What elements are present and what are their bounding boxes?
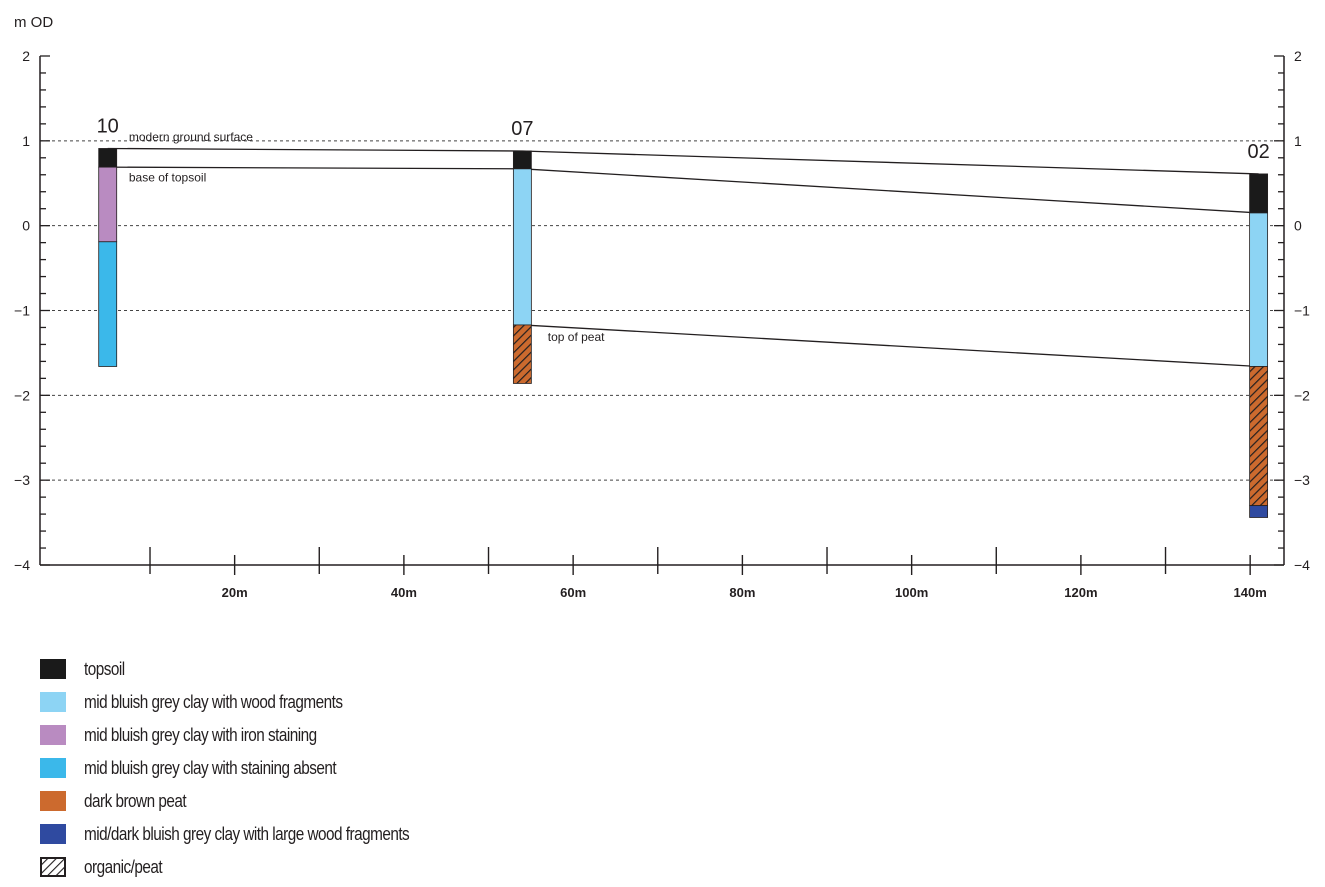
y-tick-label-left: 0 bbox=[22, 218, 30, 234]
clay-iron-swatch bbox=[40, 725, 66, 745]
borehole-layer-peat bbox=[512, 324, 532, 384]
y-tick-label-left: −4 bbox=[14, 557, 30, 573]
legend-item-clay-dark: mid/dark bluish grey clay with large woo… bbox=[40, 823, 467, 845]
legend-label: mid bluish grey clay with iron staining bbox=[84, 724, 317, 745]
x-tick-label: 40m bbox=[391, 585, 417, 600]
y-tick-label-right: 2 bbox=[1294, 48, 1302, 64]
annotation-label: modern ground surface bbox=[129, 130, 253, 144]
borehole-layer-clay_wood bbox=[512, 168, 532, 326]
correlation-line bbox=[107, 166, 1259, 214]
x-tick-label: 140m bbox=[1234, 585, 1267, 600]
legend-label: mid bluish grey clay with wood fragments bbox=[84, 691, 343, 712]
y-tick-label-right: −1 bbox=[1294, 303, 1310, 319]
x-tick-label: 20m bbox=[222, 585, 248, 600]
y-tick-label-right: 0 bbox=[1294, 218, 1302, 234]
x-tick-label: 100m bbox=[895, 585, 928, 600]
clay-absent-swatch bbox=[40, 758, 66, 778]
x-tick-label: 80m bbox=[729, 585, 755, 600]
borehole-layer-clay_iron bbox=[98, 166, 118, 243]
legend-label: topsoil bbox=[84, 658, 125, 679]
legend-item-peat: dark brown peat bbox=[40, 790, 204, 812]
y-tick-label-left: 2 bbox=[22, 48, 30, 64]
y-tick-label-left: −1 bbox=[14, 303, 30, 319]
clay-dark-swatch bbox=[40, 824, 66, 844]
borehole-layer-topsoil bbox=[1249, 173, 1269, 214]
legend-label: mid/dark bluish grey clay with large woo… bbox=[84, 823, 410, 844]
topsoil-swatch bbox=[40, 659, 66, 679]
annotation-label: top of peat bbox=[548, 330, 605, 344]
y-tick-label-right: −4 bbox=[1294, 557, 1310, 573]
legend-item-topsoil: topsoil bbox=[40, 658, 132, 680]
clay-wood-swatch bbox=[40, 692, 66, 712]
legend-item-organic: organic/peat bbox=[40, 856, 176, 878]
borehole-layer-clay_dark bbox=[1249, 505, 1269, 518]
legend-item-clay-iron: mid bluish grey clay with iron staining bbox=[40, 724, 358, 746]
borehole-layer-topsoil bbox=[512, 150, 532, 170]
borehole-layer-clay_wood bbox=[1249, 212, 1269, 367]
borehole-label: 02 bbox=[1247, 141, 1269, 163]
y-tick-label-left: 1 bbox=[22, 133, 30, 149]
hatch-icon bbox=[40, 857, 66, 877]
legend-label: organic/peat bbox=[84, 856, 163, 877]
borehole-label: 07 bbox=[511, 118, 533, 140]
y-tick-label-right: −3 bbox=[1294, 472, 1310, 488]
legend-item-clay-absent: mid bluish grey clay with staining absen… bbox=[40, 757, 381, 779]
borehole-layer-topsoil bbox=[98, 148, 118, 168]
borehole-layer-clay_absent bbox=[98, 241, 118, 367]
annotation-label: base of topsoil bbox=[129, 171, 206, 185]
x-tick-label: 120m bbox=[1064, 585, 1097, 600]
legend-item-clay-wood: mid bluish grey clay with wood fragments bbox=[40, 691, 388, 713]
legend-label: dark brown peat bbox=[84, 790, 187, 811]
peat-swatch bbox=[40, 791, 66, 811]
y-tick-label-right: −2 bbox=[1294, 387, 1310, 403]
x-tick-label: 60m bbox=[560, 585, 586, 600]
y-tick-label-left: −2 bbox=[14, 387, 30, 403]
y-tick-label-left: −3 bbox=[14, 472, 30, 488]
y-tick-label-right: 1 bbox=[1294, 133, 1302, 149]
y-axis-title: m OD bbox=[14, 14, 53, 31]
legend-label: mid bluish grey clay with staining absen… bbox=[84, 757, 337, 778]
correlation-line bbox=[107, 147, 1259, 175]
correlation-line bbox=[522, 324, 1259, 368]
borehole-layer-peat bbox=[1249, 366, 1269, 507]
borehole-label: 10 bbox=[97, 115, 119, 137]
